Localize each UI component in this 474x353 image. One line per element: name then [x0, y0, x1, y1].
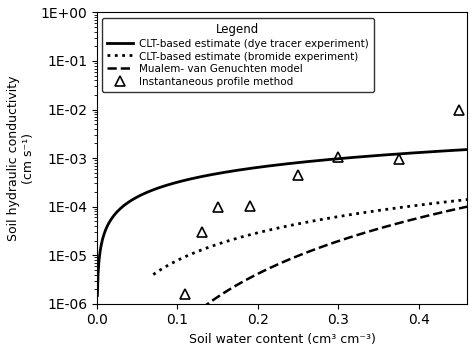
Instantaneous profile method	[182, 292, 188, 296]
CLT-based estimate (dye tracer experiment)	[464, 148, 470, 152]
CLT-based estimate (dye tracer experiment)	[94, 293, 100, 298]
CLT-based estimate (bromide experiment)	[379, 208, 384, 212]
Mualem- van Genuchten model	[304, 250, 310, 255]
Instantaneous profile method	[336, 155, 341, 159]
CLT-based estimate (bromide experiment)	[464, 197, 470, 202]
CLT-based estimate (dye tracer experiment)	[398, 152, 403, 156]
CLT-based estimate (dye tracer experiment)	[315, 158, 320, 163]
X-axis label: Soil water content (cm³ cm⁻³): Soil water content (cm³ cm⁻³)	[189, 333, 375, 346]
Mualem- van Genuchten model	[366, 229, 372, 234]
CLT-based estimate (bromide experiment)	[253, 231, 258, 235]
Instantaneous profile method	[215, 204, 220, 209]
Instantaneous profile method	[295, 173, 301, 177]
Legend: CLT-based estimate (dye tracer experiment), CLT-based estimate (bromide experime: CLT-based estimate (dye tracer experimen…	[102, 18, 374, 92]
CLT-based estimate (dye tracer experiment)	[273, 163, 278, 167]
Mualem- van Genuchten model	[199, 306, 204, 311]
CLT-based estimate (bromide experiment)	[377, 208, 383, 213]
Line: Mualem- van Genuchten model: Mualem- van Genuchten model	[201, 207, 467, 309]
CLT-based estimate (dye tracer experiment)	[294, 161, 300, 165]
Line: CLT-based estimate (dye tracer experiment): CLT-based estimate (dye tracer experimen…	[97, 150, 467, 295]
Line: CLT-based estimate (bromide experiment): CLT-based estimate (bromide experiment)	[153, 199, 467, 275]
Instantaneous profile method	[247, 204, 253, 208]
Line: Instantaneous profile method: Instantaneous profile method	[181, 105, 464, 299]
CLT-based estimate (bromide experiment)	[150, 273, 156, 277]
Mualem- van Genuchten model	[464, 204, 470, 209]
CLT-based estimate (bromide experiment)	[275, 226, 281, 230]
CLT-based estimate (dye tracer experiment)	[456, 148, 461, 152]
Instantaneous profile method	[396, 157, 401, 161]
CLT-based estimate (bromide experiment)	[348, 213, 354, 217]
Instantaneous profile method	[199, 230, 204, 234]
Y-axis label: Soil hydraulic conductivity
(cm s⁻¹): Soil hydraulic conductivity (cm s⁻¹)	[7, 75, 35, 241]
CLT-based estimate (bromide experiment)	[188, 252, 194, 256]
Instantaneous profile method	[456, 107, 462, 112]
CLT-based estimate (dye tracer experiment)	[270, 163, 276, 168]
Mualem- van Genuchten model	[391, 222, 396, 227]
Mualem- van Genuchten model	[231, 285, 237, 289]
Mualem- van Genuchten model	[392, 222, 397, 226]
Mualem- van Genuchten model	[285, 258, 291, 262]
